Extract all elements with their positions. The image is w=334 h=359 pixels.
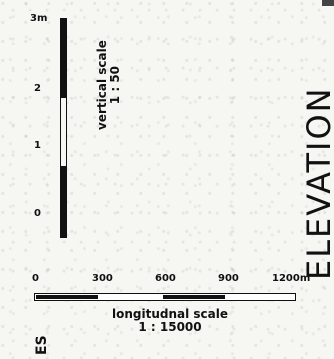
longitudinal-scale-text: longitudnal scale [111, 307, 228, 321]
lscale-segment-3 [163, 295, 225, 299]
elevation-title: ELEVATION [300, 86, 334, 280]
lscale-tick-900: 900 [218, 273, 239, 284]
vertical-scale-text: vertical scale [95, 40, 109, 130]
vscale-tick-2: 2 [34, 83, 41, 94]
longitudinal-scale-bar [34, 293, 296, 301]
lscale-segment-1 [36, 295, 98, 299]
vertical-scale-bar [60, 18, 67, 238]
vertical-scale-label: vertical scale 1 : 50 [95, 40, 122, 130]
longitudinal-scale-ratio: 1 : 15000 [138, 319, 202, 334]
corner-mark-top [322, 0, 334, 6]
corner-text: ES [34, 335, 50, 355]
lscale-tick-1200: 1200m [272, 273, 311, 284]
vscale-tick-0: 0 [34, 208, 41, 219]
vertical-scale-gap [61, 98, 66, 166]
vscale-tick-1: 1 [34, 140, 41, 151]
lscale-tick-600: 600 [155, 273, 176, 284]
lscale-tick-0: 0 [32, 273, 39, 284]
lscale-tick-300: 300 [92, 273, 113, 284]
vscale-tick-3: 3m [30, 13, 48, 24]
longitudinal-scale-label: longitudnal scale 1 : 15000 [90, 308, 250, 333]
vertical-scale-ratio: 1 : 50 [107, 65, 122, 105]
